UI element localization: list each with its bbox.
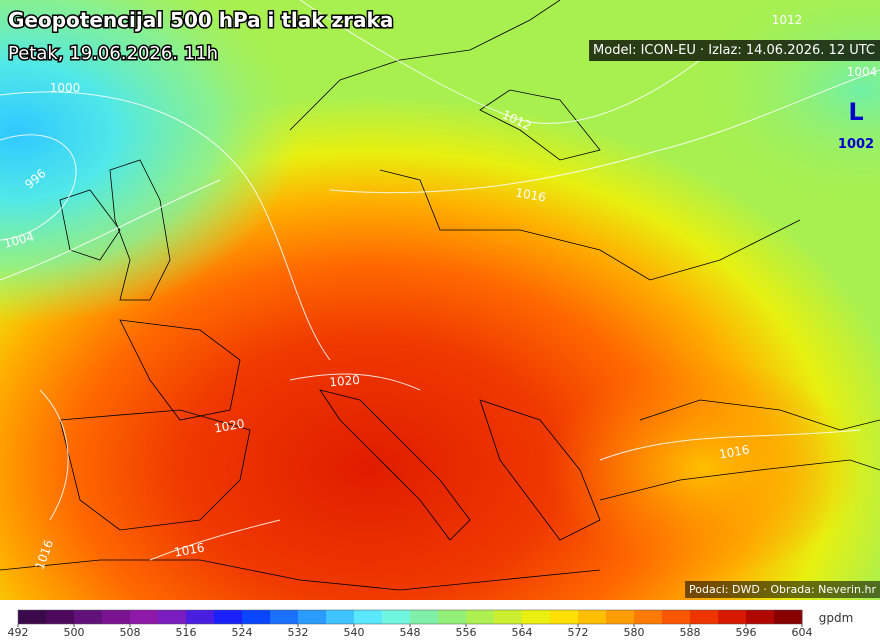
colorbar-tick-label: 524 <box>232 626 253 639</box>
colorbar-tick-label: 492 <box>8 626 29 639</box>
colorbar-swatch <box>102 610 131 624</box>
isobar-label: 1020 <box>213 417 246 436</box>
colorbar-tick-label: 548 <box>400 626 421 639</box>
colorbar-swatch <box>774 610 803 624</box>
source-background <box>685 581 880 598</box>
isobar-label: 1016 <box>718 443 751 462</box>
colorbar-swatch <box>18 610 47 624</box>
colorbar-swatch <box>242 610 271 624</box>
colorbar-unit: gpdm <box>819 611 854 625</box>
colorbar-tick-label: 572 <box>568 626 589 639</box>
colorbar-swatch <box>354 610 383 624</box>
colorbar-swatch <box>662 610 691 624</box>
colorbar-swatch <box>746 610 775 624</box>
source-note: Podaci: DWD · Obrada: Neverin.hr <box>689 583 876 596</box>
colorbar-swatch <box>466 610 495 624</box>
model-info-background <box>589 40 880 61</box>
colorbar-swatch <box>438 610 467 624</box>
isobar-label: 1016 <box>173 541 206 560</box>
colorbar-swatch <box>522 610 551 624</box>
colorbar-swatch <box>690 610 719 624</box>
colorbar-swatch <box>550 610 579 624</box>
colorbar-swatch <box>606 610 635 624</box>
colorbar-swatch <box>326 610 355 624</box>
colorbar-swatch <box>158 610 187 624</box>
colorbar-swatch <box>46 610 75 624</box>
low-pressure: 1002 <box>838 137 874 152</box>
colorbar-tick-label: 532 <box>288 626 309 639</box>
colorbar-swatch <box>130 610 159 624</box>
colorbar-tick-label: 604 <box>792 626 813 639</box>
colorbar-swatch <box>298 610 327 624</box>
colorbar-tick-label: 500 <box>64 626 85 639</box>
map-subtitle: Petak, 19.06.2026. 11h <box>8 43 218 64</box>
colorbar-swatch <box>382 610 411 624</box>
colorbar-swatch <box>186 610 215 624</box>
colorbar-swatch <box>270 610 299 624</box>
colorbar-tick-label: 508 <box>120 626 141 639</box>
low-symbol: L <box>848 98 863 126</box>
colorbar-tick-label: 596 <box>736 626 757 639</box>
colorbar-tick-label: 564 <box>512 626 533 639</box>
colorbar-tick-label: 540 <box>344 626 365 639</box>
isobars <box>0 0 880 560</box>
colorbar-swatch <box>578 610 607 624</box>
colorbar-swatch <box>718 610 747 624</box>
isobar-label: 1000 <box>50 81 81 95</box>
colorbar-swatch <box>214 610 243 624</box>
colorbar-tick-label: 580 <box>624 626 645 639</box>
model-info: Model: ICON-EU · Izlaz: 14.06.2026. 12 U… <box>593 43 875 58</box>
coastlines <box>0 0 880 591</box>
colorbar-swatch <box>634 610 663 624</box>
colorbar-tick-label: 556 <box>456 626 477 639</box>
colorbar-tick-label: 588 <box>680 626 701 639</box>
colorbar-tick-label: 516 <box>176 626 197 639</box>
isobar-label: 1016 <box>514 186 547 205</box>
colorbar-swatch <box>494 610 523 624</box>
colorbar-swatch <box>410 610 439 624</box>
colorbar-swatch <box>74 610 103 624</box>
map-title: Geopotencijal 500 hPa i tlak zraka <box>8 8 393 32</box>
isobar-label: 1020 <box>329 373 361 390</box>
isobar-label: 1012 <box>772 13 803 27</box>
isobar-label: 1004 <box>847 65 878 79</box>
